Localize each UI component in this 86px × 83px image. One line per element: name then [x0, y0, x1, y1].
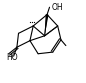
Text: HO: HO [6, 53, 18, 62]
Polygon shape [45, 14, 49, 36]
Text: OH: OH [51, 3, 63, 12]
